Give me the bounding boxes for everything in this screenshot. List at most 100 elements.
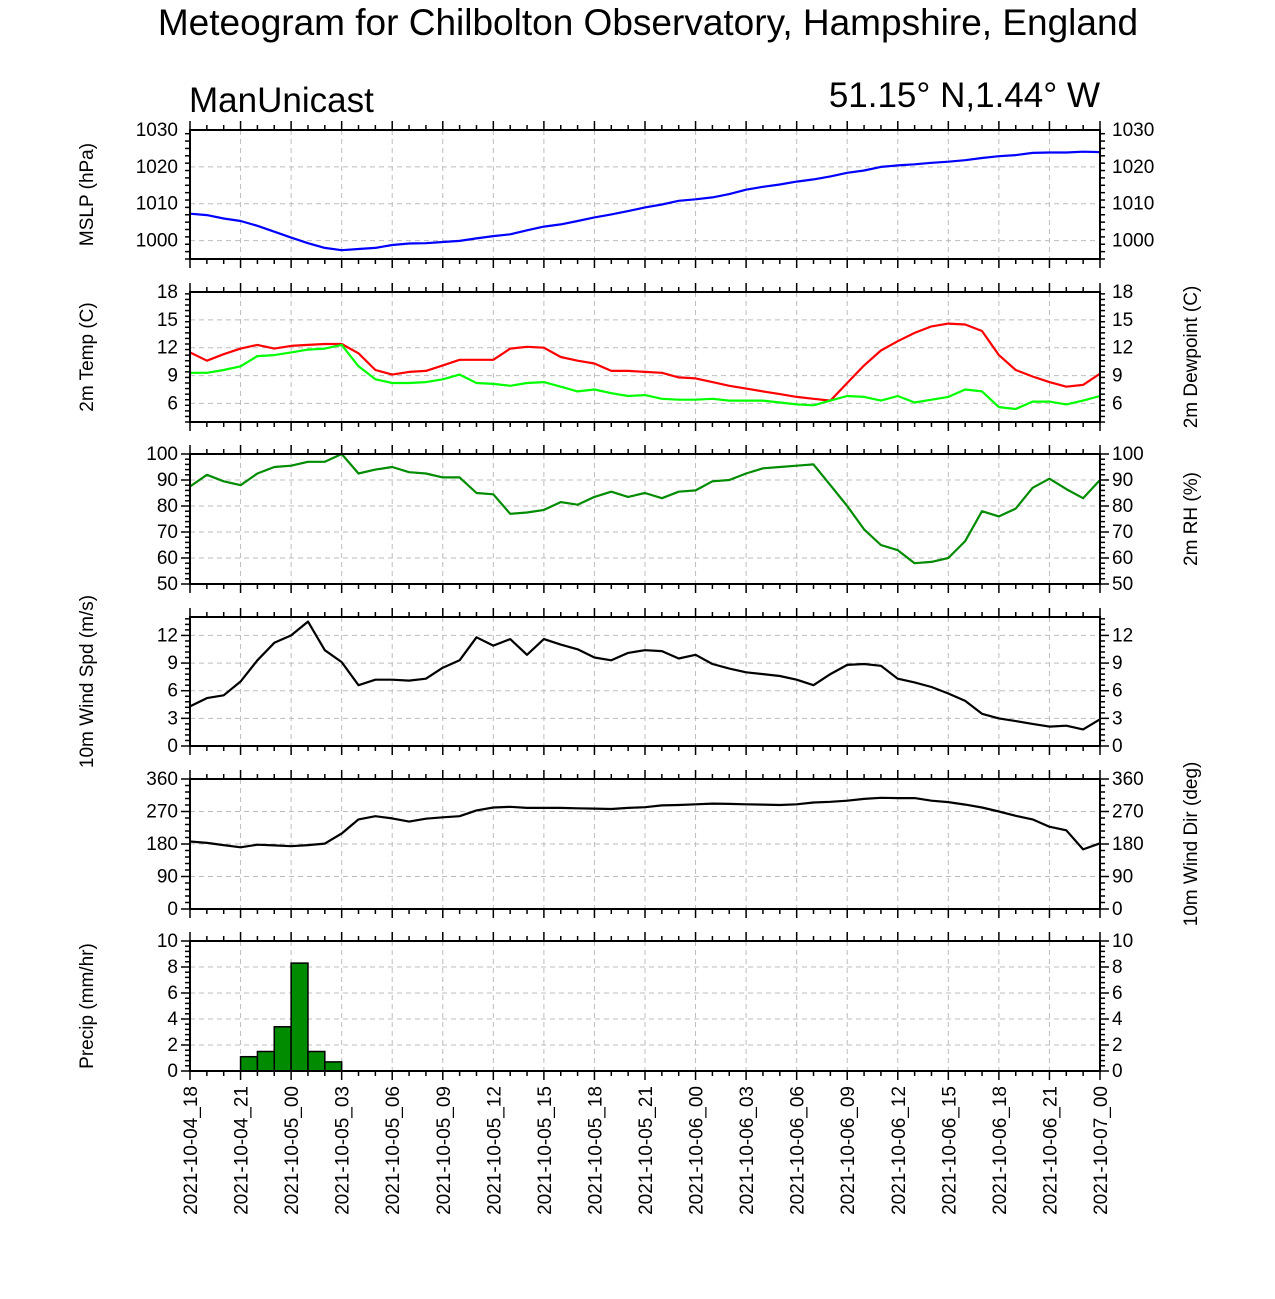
y-tick-label: 9 [167, 366, 178, 387]
x-tick-label: 2021-10-05_21 [636, 1086, 657, 1215]
series-line-mslp-0 [189, 150, 1101, 252]
y-tick-label: 9 [167, 653, 178, 674]
x-tick-label: 2021-10-05_18 [585, 1086, 606, 1215]
y-tick-label: 6 [167, 983, 178, 1004]
y-tick-label: 100 [1112, 444, 1144, 465]
y-tick-label: 50 [157, 574, 178, 595]
y-tick-label: 12 [1112, 625, 1133, 646]
x-tick-label: 2021-10-06_03 [737, 1086, 758, 1215]
y-tick-label: 90 [1112, 470, 1133, 491]
y-tick-label: 12 [1112, 338, 1133, 359]
x-tick-label: 2021-10-05_03 [333, 1086, 354, 1215]
y-tick-label: 60 [157, 548, 178, 569]
y-tick-label: 0 [167, 899, 178, 920]
precip-bar [273, 1026, 292, 1072]
x-tick-label: 2021-10-06_12 [889, 1086, 910, 1215]
y-tick-label: 10 [157, 931, 178, 952]
y-tick-label: 6 [1112, 681, 1123, 702]
y-tick-label: 0 [1112, 736, 1123, 757]
y-tick-label: 70 [1112, 522, 1133, 543]
location-label: 51.15° N,1.44° W [829, 76, 1100, 115]
y-tick-label: 70 [157, 522, 178, 543]
y-axis-label-left: 2m Temp (C) [77, 302, 98, 411]
y-axis-label-right: 2m Dewpoint (C) [1181, 286, 1202, 429]
y-tick-label: 180 [146, 834, 178, 855]
panel-temp: 6 6 9 9 12 12 15 15 18 18 2m Temp (C) 2m Dewpoint (… [77, 282, 1202, 431]
y-tick-label: 18 [1112, 282, 1133, 303]
x-tick-label: 2021-10-05_09 [434, 1086, 455, 1215]
precip-bar [290, 962, 309, 1072]
x-tick-label: 2021-10-05_12 [484, 1086, 505, 1215]
y-tick-label: 50 [1112, 574, 1133, 595]
y-tick-label: 0 [167, 1061, 178, 1082]
x-tick-label: 2021-10-04_18 [181, 1086, 202, 1215]
y-tick-label: 8 [1112, 957, 1123, 978]
y-tick-label: 100 [146, 444, 178, 465]
y-axis-label-right: 10m Wind Dir (deg) [1181, 762, 1202, 927]
y-tick-label: 1000 [136, 231, 178, 252]
model-label: ManUnicast [189, 81, 374, 120]
y-tick-label: 10 [1112, 931, 1133, 952]
y-tick-label: 360 [146, 769, 178, 790]
y-tick-label: 0 [167, 736, 178, 757]
y-tick-label: 90 [1112, 867, 1133, 888]
y-tick-label: 60 [1112, 548, 1133, 569]
y-tick-label: 0 [1112, 1061, 1123, 1082]
y-tick-label: 15 [1112, 310, 1133, 331]
y-tick-label: 6 [167, 681, 178, 702]
y-tick-label: 6 [1112, 393, 1123, 414]
y-tick-label: 270 [146, 802, 178, 823]
y-tick-label: 90 [157, 867, 178, 888]
y-tick-label: 3 [1112, 708, 1123, 729]
x-tick-label: 2021-10-04_21 [232, 1086, 253, 1215]
x-tick-label: 2021-10-06_18 [990, 1086, 1011, 1215]
y-tick-label: 15 [157, 310, 178, 331]
y-tick-label: 6 [167, 393, 178, 414]
y-tick-label: 3 [167, 708, 178, 729]
y-tick-label: 6 [1112, 983, 1123, 1004]
y-tick-label: 2 [167, 1035, 178, 1056]
y-axis-label-right: 2m RH (%) [1181, 472, 1202, 566]
y-axis-label-left: MSLP (hPa) [77, 143, 98, 246]
chart-title: Meteogram for Chilbolton Observatory, Ha… [158, 2, 1138, 43]
y-tick-label: 1010 [1112, 194, 1154, 215]
y-tick-label: 1000 [1112, 231, 1154, 252]
precip-bar [239, 1055, 259, 1072]
x-tick-label: 2021-10-05_00 [282, 1086, 303, 1215]
y-tick-label: 360 [1112, 769, 1144, 790]
y-tick-label: 9 [1112, 653, 1123, 674]
y-tick-label: 4 [1112, 1009, 1123, 1030]
y-tick-label: 1010 [136, 194, 178, 215]
x-tick-label: 2021-10-06_21 [1040, 1086, 1061, 1215]
y-axis-label-left: Precip (mm/hr) [77, 943, 98, 1069]
y-tick-label: 9 [1112, 366, 1123, 387]
y-tick-label: 90 [157, 470, 178, 491]
x-tick-label: 2021-10-06_09 [838, 1086, 859, 1215]
precip-bar [307, 1050, 326, 1072]
y-tick-label: 80 [157, 496, 178, 517]
x-tick-label: 2021-10-07_00 [1091, 1086, 1112, 1215]
y-tick-label: 180 [1112, 834, 1144, 855]
precip-bar [256, 1050, 276, 1072]
x-tick-label: 2021-10-06_06 [788, 1086, 809, 1215]
precip-bar [324, 1061, 343, 1072]
y-tick-label: 8 [167, 957, 178, 978]
y-tick-label: 1020 [136, 157, 178, 178]
y-tick-label: 270 [1112, 802, 1144, 823]
y-tick-label: 12 [157, 625, 178, 646]
panel-mslp: 1000 1000 1010 1010 1020 1020 1030 1030 MSLP (hP… [77, 120, 1154, 268]
x-tick-label: 2021-10-06_15 [939, 1086, 960, 1215]
panel-wspd: 0 0 3 3 6 6 9 9 12 12 10m Wind Spd (m/s) [77, 595, 1133, 768]
series-line-wspd-0 [189, 620, 1101, 731]
y-tick-label: 0 [1112, 899, 1123, 920]
y-tick-label: 4 [167, 1009, 178, 1030]
y-tick-label: 80 [1112, 496, 1133, 517]
series-line-wdir-0 [189, 796, 1101, 851]
y-tick-label: 1020 [1112, 157, 1154, 178]
series-line-temp-1 [190, 343, 1101, 411]
panel-wdir: 0 0 90 90 180 180 270 270 360 360 10m Wind Dir (de… [146, 762, 1202, 927]
y-tick-label: 12 [157, 338, 178, 359]
panel-rh: 50 50 60 60 70 70 80 80 90 90 100 100 2m RH (%) [146, 444, 1202, 595]
